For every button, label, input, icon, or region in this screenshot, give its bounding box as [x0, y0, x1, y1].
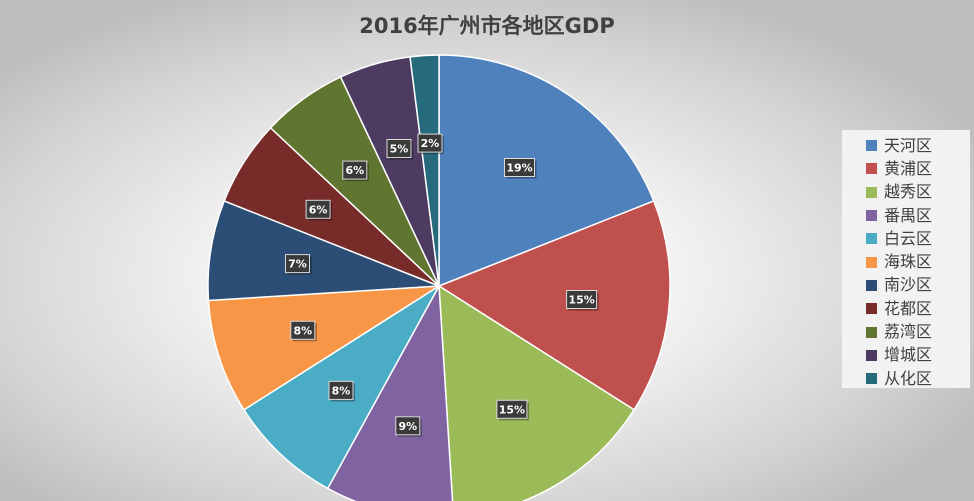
- pie-slice-4: [326, 283, 454, 501]
- pie-slice-3: [438, 284, 636, 501]
- legend-item-11: 从化区: [866, 367, 970, 390]
- data-label-text: 15%: [568, 294, 594, 307]
- data-label-text: 8%: [332, 384, 351, 397]
- legend-item-6: 海珠区: [866, 250, 970, 273]
- legend-label: 花都区: [884, 298, 933, 318]
- legend-label: 增城区: [884, 345, 933, 365]
- data-label-10: 5%: [386, 139, 413, 160]
- data-label-text: 8%: [293, 324, 312, 337]
- legend-item-2: 黄浦区: [866, 157, 970, 180]
- data-label-2: 15%: [566, 290, 599, 311]
- legend-label: 南沙区: [884, 275, 933, 295]
- pie-slice-7: [207, 199, 440, 302]
- legend-swatch: [866, 140, 877, 152]
- data-label-text: 5%: [390, 143, 409, 156]
- legend-label: 越秀区: [884, 182, 933, 202]
- pie-slice-2: [437, 199, 671, 411]
- legend-item-5: 白云区: [866, 227, 970, 250]
- legend-swatch: [866, 210, 877, 222]
- data-label-4: 9%: [395, 416, 422, 437]
- legend-label: 海珠区: [884, 252, 933, 272]
- legend-swatch: [866, 163, 877, 175]
- legend-label: 白云区: [884, 228, 933, 248]
- data-label-7: 7%: [285, 254, 312, 275]
- legend-swatch: [866, 303, 877, 315]
- data-label-11: 2%: [417, 133, 444, 155]
- pie-slice-11: [409, 54, 440, 287]
- data-label-text: 6%: [309, 203, 328, 216]
- legend: 天河区黄浦区越秀区番禺区白云区海珠区南沙区花都区荔湾区增城区从化区: [842, 130, 970, 388]
- data-label-6: 8%: [290, 320, 317, 342]
- pie-slice-6: [207, 285, 440, 411]
- legend-label: 天河区: [884, 135, 933, 155]
- legend-label: 荔湾区: [884, 322, 933, 342]
- pie-slice-1: [438, 54, 655, 288]
- legend-swatch: [866, 279, 877, 291]
- data-label-text: 2%: [421, 137, 440, 150]
- chart-title: 2016年广州市各地区GDP: [359, 14, 615, 38]
- legend-item-4: 番禺区: [866, 204, 970, 227]
- legend-swatch: [866, 326, 877, 338]
- data-label-8: 6%: [305, 199, 333, 221]
- legend-item-1: 天河区: [866, 134, 970, 157]
- data-label-5: 8%: [328, 380, 355, 402]
- legend-item-10: 增城区: [866, 344, 970, 367]
- legend-item-3: 越秀区: [866, 181, 970, 204]
- legend-item-8: 花都区: [866, 297, 970, 320]
- data-label-text: 7%: [288, 258, 307, 271]
- data-label-text: 15%: [499, 403, 525, 416]
- data-label-text: 9%: [398, 420, 417, 433]
- legend-swatch: [866, 186, 877, 198]
- legend-item-7: 南沙区: [866, 274, 970, 297]
- legend-label: 番禺区: [884, 205, 933, 225]
- data-label-text: 6%: [345, 164, 364, 177]
- data-label-9: 6%: [342, 160, 369, 182]
- legend-swatch: [866, 349, 877, 361]
- legend-label: 从化区: [884, 368, 933, 388]
- legend-label: 黄浦区: [884, 158, 933, 178]
- data-label-3: 15%: [496, 399, 529, 421]
- data-label-text: 19%: [506, 162, 532, 175]
- legend-swatch: [866, 373, 877, 385]
- data-label-1: 19%: [504, 158, 537, 179]
- legend-swatch: [866, 256, 877, 268]
- legend-item-9: 荔湾区: [866, 320, 970, 343]
- legend-swatch: [866, 233, 877, 245]
